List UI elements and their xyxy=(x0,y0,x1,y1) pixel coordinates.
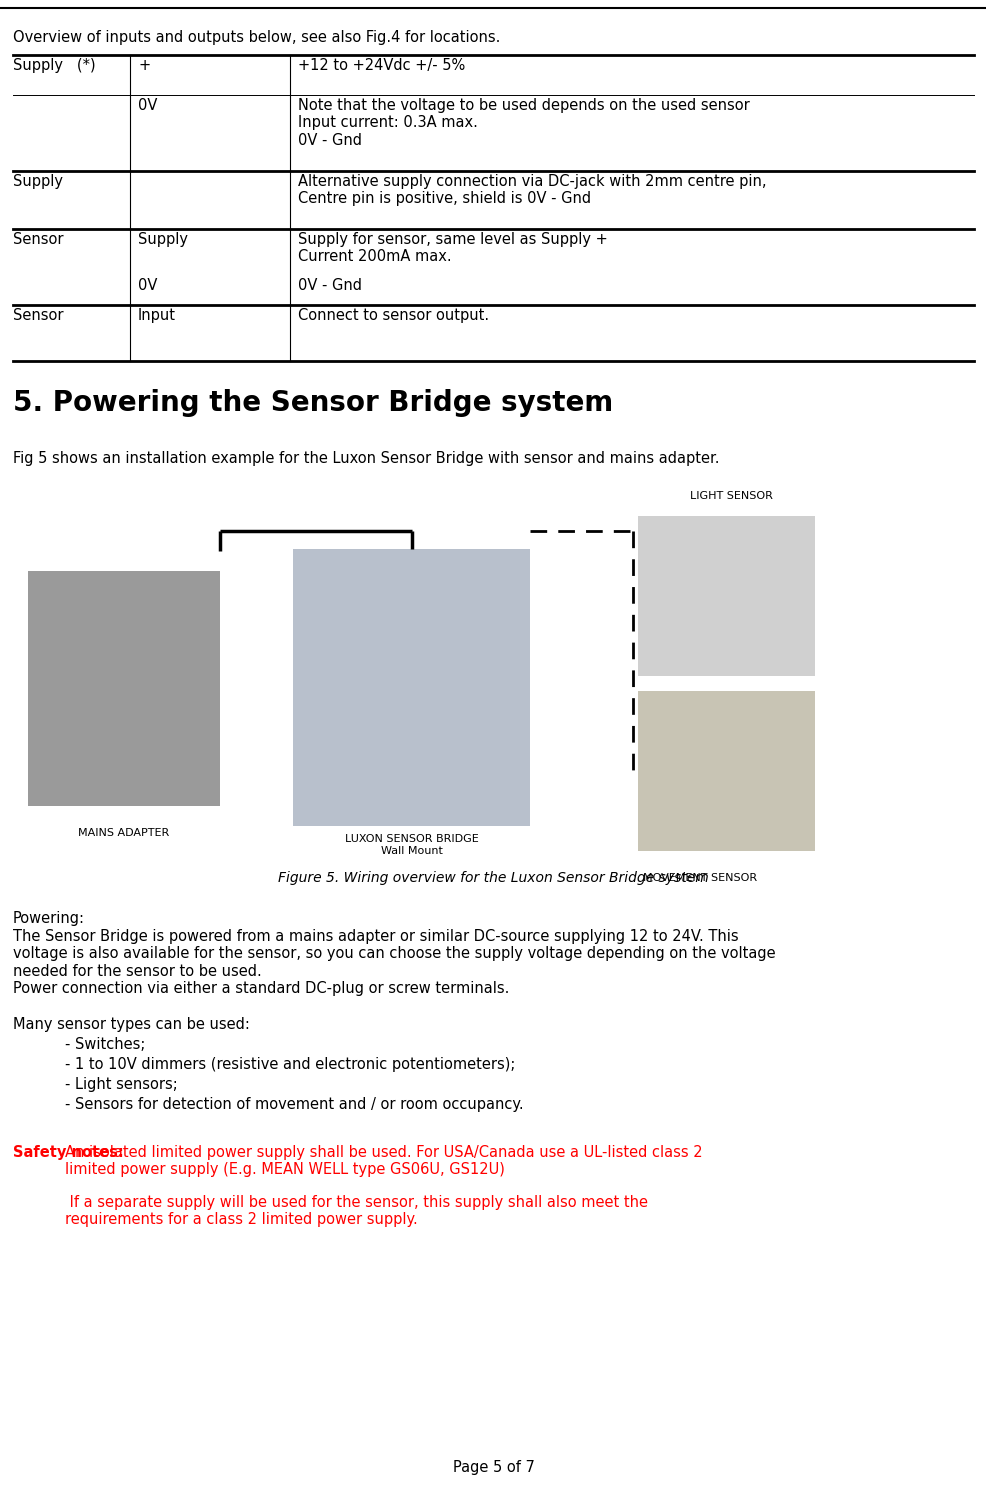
FancyBboxPatch shape xyxy=(293,548,529,826)
Text: - Switches;: - Switches; xyxy=(65,1037,145,1052)
Text: Sensor: Sensor xyxy=(13,232,63,247)
Text: The Sensor Bridge is powered from a mains adapter or similar DC-source supplying: The Sensor Bridge is powered from a main… xyxy=(13,929,775,996)
FancyBboxPatch shape xyxy=(28,571,220,805)
Text: Overview of inputs and outputs below, see also Fig.4 for locations.: Overview of inputs and outputs below, se… xyxy=(13,30,500,45)
Text: Input: Input xyxy=(138,308,176,322)
Text: An isolated limited power supply shall be used. For USA/Canada use a UL-listed c: An isolated limited power supply shall b… xyxy=(65,1146,702,1177)
Text: 0V - Gnd: 0V - Gnd xyxy=(298,278,362,293)
Text: 5. Powering the Sensor Bridge system: 5. Powering the Sensor Bridge system xyxy=(13,389,612,418)
Text: - 1 to 10V dimmers (resistive and electronic potentiometers);: - 1 to 10V dimmers (resistive and electr… xyxy=(65,1057,515,1071)
Text: Supply: Supply xyxy=(13,174,63,189)
Text: Sensor: Sensor xyxy=(13,308,63,322)
Text: Fig 5 shows an installation example for the Luxon Sensor Bridge with sensor and : Fig 5 shows an installation example for … xyxy=(13,450,719,467)
Text: MOVEMENT SENSOR: MOVEMENT SENSOR xyxy=(642,872,756,883)
Text: If a separate supply will be used for the sensor, this supply shall also meet th: If a separate supply will be used for th… xyxy=(65,1195,648,1227)
FancyBboxPatch shape xyxy=(637,516,814,676)
Text: Connect to sensor output.: Connect to sensor output. xyxy=(298,308,489,322)
Text: +: + xyxy=(138,58,150,73)
Text: 0V: 0V xyxy=(138,98,157,113)
Text: Powering:: Powering: xyxy=(13,911,85,926)
Text: - Sensors for detection of movement and / or room occupancy.: - Sensors for detection of movement and … xyxy=(65,1097,524,1112)
Text: Page 5 of 7: Page 5 of 7 xyxy=(453,1461,533,1476)
Text: LIGHT SENSOR: LIGHT SENSOR xyxy=(689,490,772,501)
Text: Supply   (*): Supply (*) xyxy=(13,58,96,73)
Text: Many sensor types can be used:: Many sensor types can be used: xyxy=(13,1016,249,1031)
FancyBboxPatch shape xyxy=(637,691,814,851)
Text: +12 to +24Vdc +/- 5%: +12 to +24Vdc +/- 5% xyxy=(298,58,464,73)
Text: Safety notes:: Safety notes: xyxy=(13,1146,123,1161)
Text: - Light sensors;: - Light sensors; xyxy=(65,1077,177,1092)
Text: Note that the voltage to be used depends on the used sensor
Input current: 0.3A : Note that the voltage to be used depends… xyxy=(298,98,749,147)
Text: 0V: 0V xyxy=(138,278,157,293)
Text: Figure 5. Wiring overview for the Luxon Sensor Bridge system: Figure 5. Wiring overview for the Luxon … xyxy=(278,871,708,886)
Text: Supply for sensor, same level as Supply +
Current 200mA max.: Supply for sensor, same level as Supply … xyxy=(298,232,607,265)
Text: LUXON SENSOR BRIDGE
Wall Mount: LUXON SENSOR BRIDGE Wall Mount xyxy=(344,834,478,856)
Text: Alternative supply connection via DC-jack with 2mm centre pin,
Centre pin is pos: Alternative supply connection via DC-jac… xyxy=(298,174,766,207)
Text: Supply: Supply xyxy=(138,232,187,247)
Text: MAINS ADAPTER: MAINS ADAPTER xyxy=(78,828,170,838)
